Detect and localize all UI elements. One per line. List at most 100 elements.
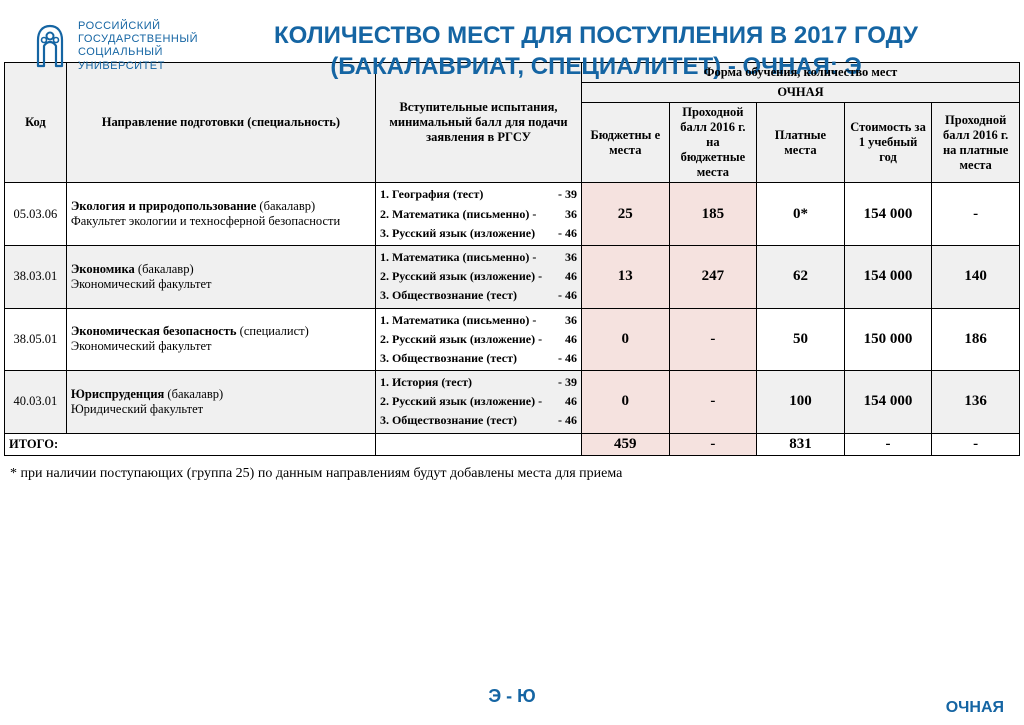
exam-line: 3. Обществознание (тест) - 46 [380,349,577,368]
th-budget: Бюджетны е места [582,103,670,183]
bottom-right-label: ОЧНАЯ [946,699,1004,717]
cell-cost: 154 000 [844,371,932,434]
cell-code: 40.03.01 [5,371,67,434]
th-paid: Платные места [757,103,845,183]
cell-exams: 1. История (тест)- 392. Русский язык (из… [375,371,581,434]
cell-paid: 100 [757,371,845,434]
exam-line: 3. Обществознание (тест) - 46 [380,286,577,305]
cell-paid: 50 [757,308,845,371]
exam-score: - 46 [552,411,577,430]
faculty-name: Экономический факультет [71,277,212,291]
cell-pass_budget: 185 [669,183,757,246]
totals-empty [375,433,581,455]
exam-line: 1. География (тест) - 39 [380,185,577,204]
cell-paid: 0* [757,183,845,246]
logo-text: РОССИЙСКИЙ ГОСУДАРСТВЕННЫЙ СОЦИАЛЬНЫЙ УН… [78,20,198,73]
exam-line: 2. Математика (письменно) - 36 [380,205,577,224]
degree-label: (бакалавр) [167,387,223,401]
th-form-sub: ОЧНАЯ [582,83,1020,103]
exam-score: 36 [559,248,577,267]
totals-label: ИТОГО: [5,433,376,455]
cell-pass_paid: 140 [932,245,1020,308]
cell-exams: 1. География (тест)- 392. Математика (пи… [375,183,581,246]
totals-budget: 459 [582,433,670,455]
cell-code: 38.03.01 [5,245,67,308]
th-pass-paid: Проходной балл 2016 г. на платные места [932,103,1020,183]
cell-code: 38.05.01 [5,308,67,371]
th-cost: Стоимость за 1 учебный год [844,103,932,183]
admissions-table-wrap: Код Направление подготовки (специальност… [0,62,1024,455]
brand-line: СОЦИАЛЬНЫЙ [78,46,198,59]
exam-line: 2. Русский язык (изложение) -46 [380,330,577,349]
faculty-name: Экономический факультет [71,339,212,353]
degree-label: (бакалавр) [259,199,315,213]
exam-score: 46 [559,267,577,286]
exam-line: 2. Русский язык (изложение) - 46 [380,392,577,411]
exam-name: 2. Математика (письменно) - [380,205,536,224]
cell-cost: 154 000 [844,183,932,246]
exam-name: 1. География (тест) [380,185,483,204]
table-body: 05.03.06Экология и природопользование (б… [5,183,1020,455]
cell-exams: 1. Математика (письменно) -362. Русский … [375,245,581,308]
university-logo-icon [30,22,70,70]
cell-cost: 150 000 [844,308,932,371]
exam-name: 2. Русский язык (изложение) - [380,392,542,411]
direction-name: Экология и природопользование [71,199,260,213]
cell-direction: Экология и природопользование (бакалавр)… [66,183,375,246]
cell-direction: Экономика (бакалавр)Экономический факуль… [66,245,375,308]
exam-score: 36 [559,205,577,224]
table-row: 05.03.06Экология и природопользование (б… [5,183,1020,246]
th-pass-budget: Проходной балл 2016 г. на бюджетные мест… [669,103,757,183]
direction-name: Экономика [71,262,138,276]
cell-pass_budget: - [669,371,757,434]
cell-budget: 25 [582,183,670,246]
bottom-center-label: Э - Ю [0,686,1024,707]
exam-line: 2. Русский язык (изложение) - 46 [380,267,577,286]
exam-line: 1. Математика (письменно) - 36 [380,311,577,330]
brand-line: УНИВЕРСИТЕТ [78,60,198,73]
table-row: 38.05.01Экономическая безопасность (спец… [5,308,1020,371]
degree-label: (бакалавр) [138,262,194,276]
table-row: 40.03.01 Юриспруденция (бакалавр)Юридичес… [5,371,1020,434]
cell-pass_paid: 136 [932,371,1020,434]
cell-budget: 0 [582,308,670,371]
faculty-name: Факультет экологии и техносферной безопа… [71,214,340,228]
exam-score: - 46 [552,349,577,368]
exam-score: 46 [559,392,577,411]
totals-paid: 831 [757,433,845,455]
exam-score: - 46 [552,286,577,305]
exam-line: 1. Математика (письменно) - 36 [380,248,577,267]
exam-score: - 46 [552,224,577,243]
logo-block: РОССИЙСКИЙ ГОСУДАРСТВЕННЫЙ СОЦИАЛЬНЫЙ УН… [30,20,198,73]
direction-name: Экономическая безопасность [71,324,240,338]
exam-name: 3. Обществознание (тест) [380,286,517,305]
title-line: КОЛИЧЕСТВО МЕСТ ДЛЯ ПОСТУПЛЕНИЯ В 2017 Г… [208,20,984,51]
cell-cost: 154 000 [844,245,932,308]
exam-name: 1. Математика (письменно) - [380,311,536,330]
admissions-table: Код Направление подготовки (специальност… [4,62,1020,455]
exam-line: 3. Русский язык (изложение)- 46 [380,224,577,243]
degree-label: (специалист) [240,324,309,338]
exam-score: - 39 [552,185,577,204]
brand-line: ГОСУДАРСТВЕННЫЙ [78,33,198,46]
faculty-name: Юридический факультет [71,402,203,416]
cell-code: 05.03.06 [5,183,67,246]
cell-exams: 1. Математика (письменно) - 362. Русский … [375,308,581,371]
brand-line: РОССИЙСКИЙ [78,20,198,33]
cell-direction: Экономическая безопасность (специалист) Э… [66,308,375,371]
exam-line: 1. История (тест)- 39 [380,373,577,392]
cell-pass_budget: 247 [669,245,757,308]
exam-score: 36 [559,311,577,330]
cell-pass_budget: - [669,308,757,371]
cell-paid: 62 [757,245,845,308]
exam-name: 1. Математика (письменно) - [380,248,536,267]
totals-pass_paid: - [932,433,1020,455]
footnote: * при наличии поступающих (группа 25) по… [0,456,1024,482]
th-code: Код [5,63,67,183]
exam-name: 2. Русский язык (изложение) - [380,267,542,286]
cell-budget: 13 [582,245,670,308]
exam-line: 3. Обществознание (тест)- 46 [380,411,577,430]
exam-score: - 39 [552,373,577,392]
direction-name: Юриспруденция [71,387,168,401]
exam-name: 3. Обществознание (тест) [380,349,517,368]
